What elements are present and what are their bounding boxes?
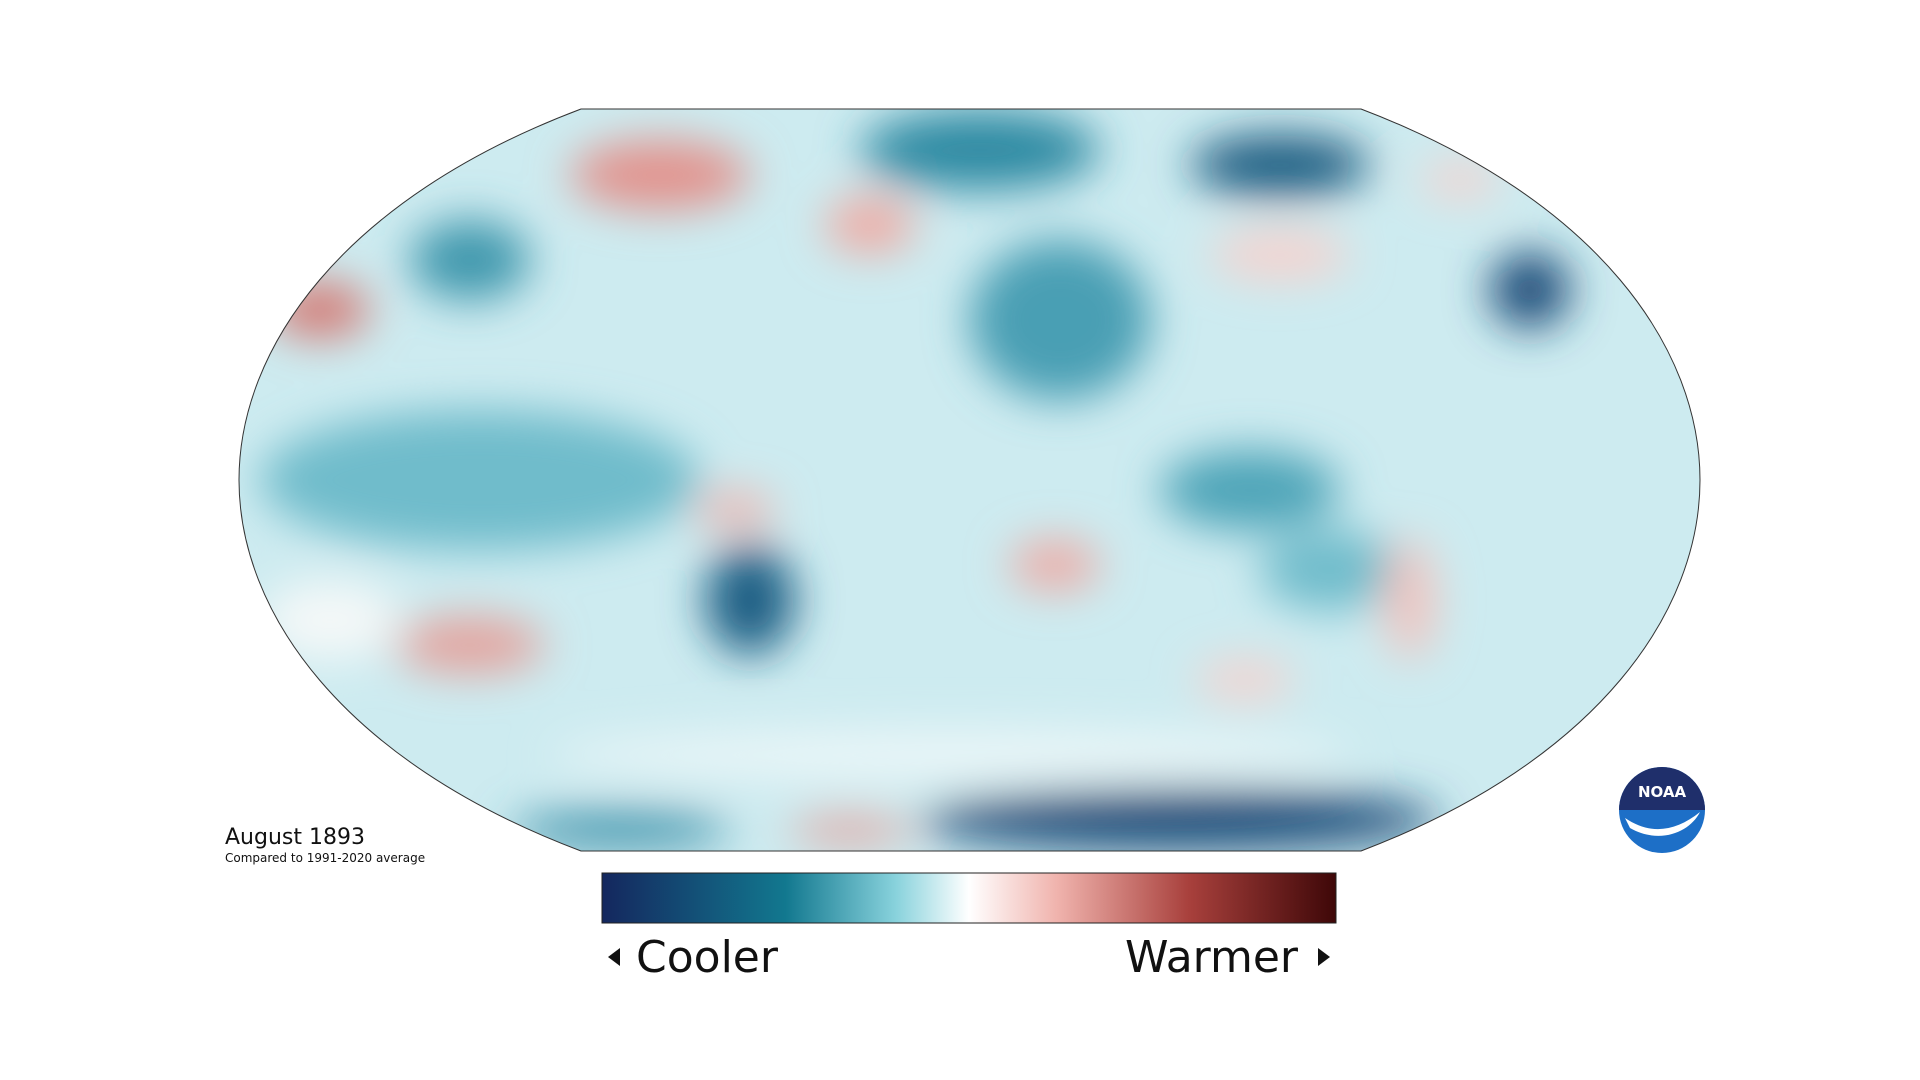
map-title: August 1893	[225, 825, 365, 850]
logo-text: NOAA	[1638, 783, 1687, 801]
map-outline	[238, 108, 1701, 852]
legend-high: Warmer	[1125, 932, 1299, 983]
legend-low: Cooler	[636, 932, 779, 983]
arrow-right	[1318, 948, 1330, 966]
noaa-logo: NOAA	[1619, 767, 1705, 853]
anomaly-field	[239, 109, 1700, 851]
map-subtitle: Compared to 1991-2020 average	[225, 851, 425, 865]
color-scale	[601, 872, 1337, 924]
arrow-left	[608, 948, 620, 966]
